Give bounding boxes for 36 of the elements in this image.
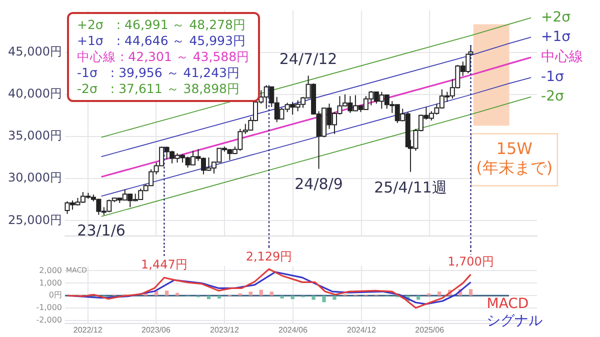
y-tick-label: 25,000円 <box>8 212 62 227</box>
y-tick-label: 35,000円 <box>8 128 62 143</box>
annotation: 1,447円 <box>141 258 188 272</box>
y-tick-label: 45,000円 <box>8 44 62 58</box>
series-label: -2σ <box>541 88 564 105</box>
series-label: -1σ <box>541 69 564 86</box>
x-tick-label: 2024/12 <box>346 325 376 334</box>
x-tick-label: 2023/12 <box>210 325 240 334</box>
y-tick-label: -2,000 <box>36 316 62 325</box>
series-label: 中心線 <box>541 48 584 65</box>
annotation: 2,129円 <box>246 249 292 264</box>
annotation: 1,700円 <box>448 254 494 269</box>
annotation: 24/7/12 <box>279 50 338 68</box>
series-label: MACD <box>486 296 529 312</box>
annotation: +1σ : 44,646 ～ 45,993円 <box>77 33 247 49</box>
x-tick-label: 2022/12 <box>73 325 103 334</box>
text: シグナル <box>486 313 543 330</box>
annotation: -1σ : 39,956 ～ 41,243円 <box>77 65 241 81</box>
y-tick-label: 2,000 <box>39 266 62 275</box>
annotation: -2σ : 37,611 ～ 38,898円 <box>77 81 241 97</box>
x-tick-label: 2023/06 <box>141 325 171 334</box>
y-tick-label: 1,000 <box>39 278 62 288</box>
y-tick-label: 30,000円 <box>8 170 62 185</box>
x-tick-label: 2025/06 <box>415 325 445 334</box>
y-tick-label: 0円 <box>48 290 62 300</box>
series-label: +2σ <box>541 9 571 26</box>
annotation: 24/8/9 <box>294 175 343 194</box>
y-tick-label: 40,000円 <box>8 86 62 101</box>
annotation: +2σ : 46,991 ～ 48,278円 <box>77 17 247 33</box>
band-label: 15W (年末まで) <box>476 138 553 177</box>
x-tick-label: 2024/06 <box>278 325 308 334</box>
series-label: +1σ <box>541 28 571 45</box>
annotation: 中心線 : 42,301 ～ 43,588円 <box>77 49 250 65</box>
annotation: 25/4/11週 <box>374 178 447 196</box>
annotation: 23/1/6 <box>77 221 126 240</box>
y-tick-label: -1,000 <box>36 303 62 312</box>
